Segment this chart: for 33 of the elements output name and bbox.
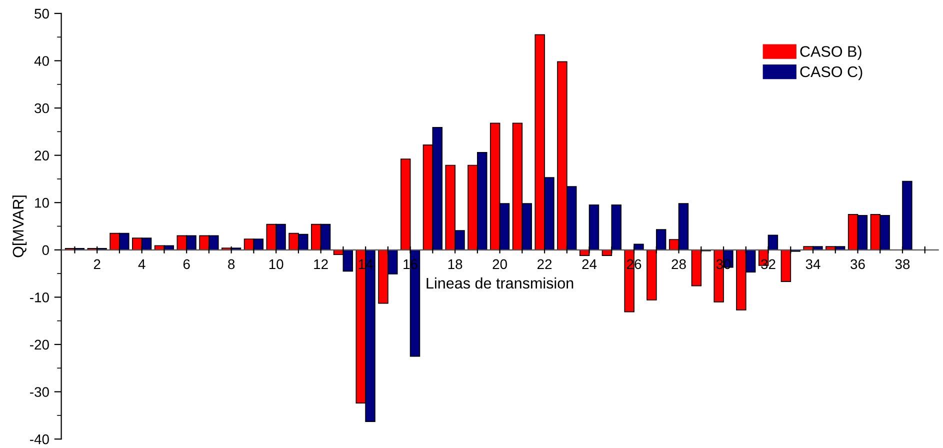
x-tick-label: 14 — [358, 259, 373, 269]
x-tick-label: 24 — [582, 259, 597, 269]
y-tick-label: 40 — [34, 56, 49, 66]
y-tick-label: -10 — [30, 292, 49, 302]
legend-label: CASO C) — [800, 66, 862, 80]
x-tick-label: 6 — [183, 259, 190, 270]
x-tick-label: 38 — [895, 259, 910, 270]
x-tick-label: 8 — [228, 259, 235, 270]
x-tick-label: 26 — [627, 259, 642, 270]
y-tick-label: -30 — [30, 387, 49, 397]
y-tick-label: 50 — [34, 8, 49, 19]
x-tick-label: 22 — [538, 259, 552, 269]
y-tick-label: 20 — [34, 150, 49, 160]
x-tick-label: 18 — [448, 259, 462, 270]
x-axis-title: Lineas de transmision — [426, 277, 574, 289]
x-tick-label: 2 — [94, 259, 100, 269]
y-tick-label: -40 — [30, 434, 49, 444]
x-tick-label: 36 — [850, 259, 865, 270]
y-tick-label: 10 — [35, 198, 49, 208]
x-tick-label: 12 — [314, 259, 328, 269]
x-tick-label: 28 — [672, 259, 686, 270]
y-tick-label: -20 — [30, 340, 49, 350]
x-tick-label: 34 — [806, 259, 820, 270]
x-tick-label: 32 — [761, 259, 776, 270]
x-tick-label: 30 — [716, 259, 731, 270]
x-tick-label: 16 — [404, 259, 418, 270]
legend-label: CASO B) — [800, 46, 862, 60]
y-axis-title: Q[MVAR] — [12, 196, 27, 258]
x-tick-label: 20 — [492, 259, 507, 270]
y-tick-label: 30 — [34, 103, 49, 114]
x-tick-label: 10 — [269, 259, 284, 270]
y-tick-label: 0 — [42, 245, 49, 256]
x-tick-label: 4 — [138, 259, 146, 269]
